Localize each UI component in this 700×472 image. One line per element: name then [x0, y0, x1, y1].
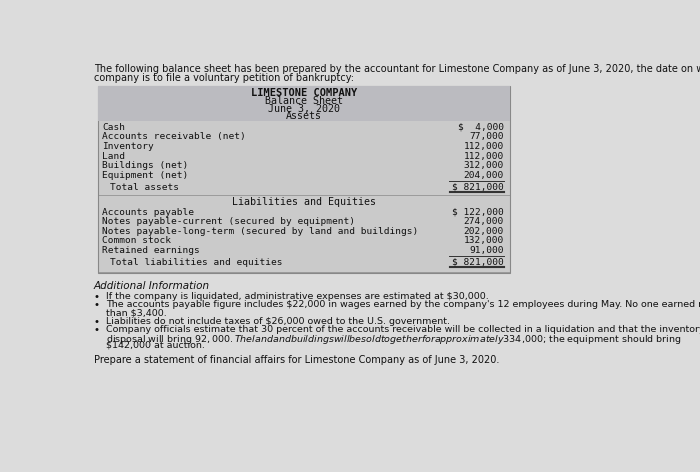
Text: Additional Information: Additional Information — [94, 281, 210, 291]
Text: •: • — [94, 325, 99, 335]
Text: 132,000: 132,000 — [463, 236, 504, 245]
Text: Prepare a statement of financial affairs for Limestone Company as of June 3, 202: Prepare a statement of financial affairs… — [94, 355, 499, 365]
Text: Cash: Cash — [102, 123, 125, 132]
Text: Liabilities do not include taxes of $26,000 owed to the U.S. government.: Liabilities do not include taxes of $26,… — [106, 317, 450, 326]
Text: •: • — [94, 292, 99, 302]
Text: 312,000: 312,000 — [463, 161, 504, 170]
Text: June 3, 2020: June 3, 2020 — [267, 104, 339, 114]
Text: •: • — [94, 300, 99, 311]
Text: Accounts receivable (net): Accounts receivable (net) — [102, 133, 246, 142]
Text: company is to file a voluntary petition of bankruptcy:: company is to file a voluntary petition … — [94, 73, 354, 83]
Text: $ 821,000: $ 821,000 — [452, 258, 504, 267]
Text: LIMESTONE COMPANY: LIMESTONE COMPANY — [251, 88, 357, 98]
Text: 112,000: 112,000 — [463, 152, 504, 161]
Text: Inventory: Inventory — [102, 142, 154, 151]
Text: Assets: Assets — [286, 111, 322, 121]
Text: than $3,400.: than $3,400. — [106, 308, 167, 317]
Text: Balance Sheet: Balance Sheet — [265, 96, 343, 106]
Text: 112,000: 112,000 — [463, 142, 504, 151]
Text: Accounts payable: Accounts payable — [102, 208, 194, 217]
Text: Company officials estimate that 30 percent of the accounts receivable will be co: Company officials estimate that 30 perce… — [106, 325, 700, 334]
Text: 274,000: 274,000 — [463, 217, 504, 226]
Text: 204,000: 204,000 — [463, 171, 504, 180]
Text: Buildings (net): Buildings (net) — [102, 161, 188, 170]
Text: Common stock: Common stock — [102, 236, 172, 245]
Text: $  4,000: $ 4,000 — [458, 123, 504, 132]
Text: Notes payable-current (secured by equipment): Notes payable-current (secured by equipm… — [102, 217, 355, 226]
Text: The accounts payable figure includes $22,000 in wages earned by the company's 12: The accounts payable figure includes $22… — [106, 300, 700, 309]
Text: 77,000: 77,000 — [469, 133, 504, 142]
Text: Retained earnings: Retained earnings — [102, 246, 200, 255]
Text: 91,000: 91,000 — [469, 246, 504, 255]
Text: Land: Land — [102, 152, 125, 161]
Text: Total assets: Total assets — [110, 183, 179, 192]
Text: $142,000 at auction.: $142,000 at auction. — [106, 340, 205, 349]
Text: •: • — [94, 317, 99, 327]
FancyBboxPatch shape — [97, 86, 510, 273]
Text: Total liabilities and equities: Total liabilities and equities — [110, 258, 283, 267]
Text: disposal will bring $92,000. The land and buildings will be sold together for ap: disposal will bring $92,000. The land an… — [106, 333, 682, 346]
FancyBboxPatch shape — [97, 86, 510, 121]
Text: Equipment (net): Equipment (net) — [102, 171, 188, 180]
Text: $ 821,000: $ 821,000 — [452, 183, 504, 192]
Text: Liabilities and Equities: Liabilities and Equities — [232, 197, 376, 207]
Text: Notes payable-long-term (secured by land and buildings): Notes payable-long-term (secured by land… — [102, 227, 419, 236]
Text: $ 122,000: $ 122,000 — [452, 208, 504, 217]
Text: If the company is liquidated, administrative expenses are estimated at $30,000.: If the company is liquidated, administra… — [106, 292, 489, 301]
Text: 202,000: 202,000 — [463, 227, 504, 236]
Text: The following balance sheet has been prepared by the accountant for Limestone Co: The following balance sheet has been pre… — [94, 64, 700, 74]
